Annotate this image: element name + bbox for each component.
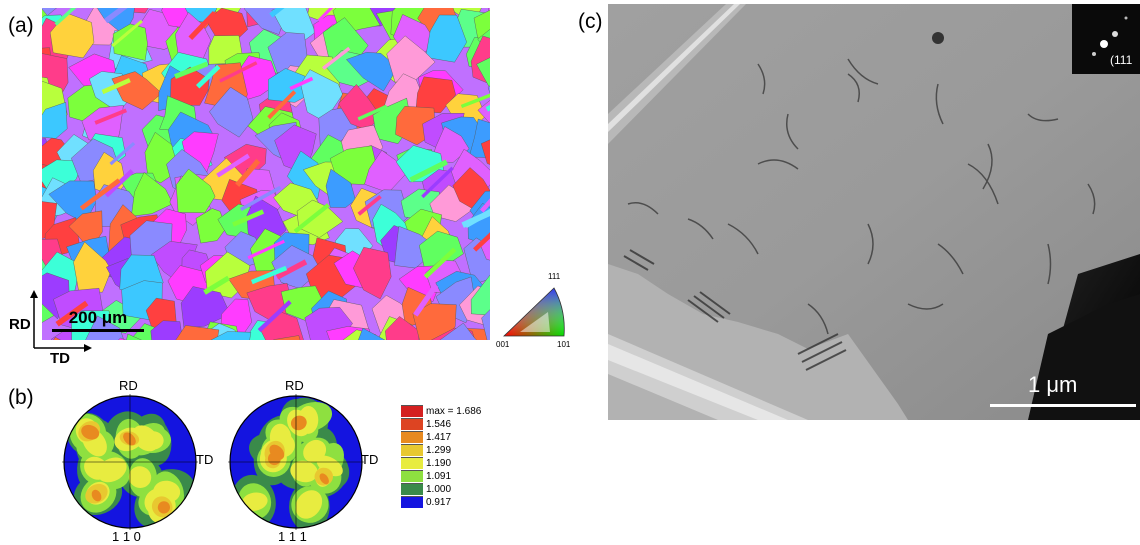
- legend-row: 1.000: [401, 483, 451, 495]
- panel-b-label: (b): [8, 386, 34, 409]
- axis-rd-label: RD: [9, 316, 31, 333]
- pole-figure-1-rd: RD: [119, 378, 138, 393]
- legend-value: 1.417: [426, 431, 452, 443]
- ipf-key-001: 001: [496, 340, 510, 349]
- scale-bar-a-text: 200 μm: [68, 308, 128, 327]
- pole-figure-111: [228, 394, 364, 530]
- legend-value: 1.091: [426, 470, 452, 482]
- legend-swatch: [401, 444, 423, 456]
- pole-figure-110: [62, 394, 198, 530]
- legend-value: max = 1.686: [426, 405, 482, 417]
- pole-figure-1-index: 1 1 0: [112, 529, 141, 544]
- legend-swatch: [401, 418, 423, 430]
- ipf-color-key: [503, 287, 565, 337]
- intensity-legend: max = 1.686 1.546 1.417 1.299 1.190 1.091 1.00…: [401, 405, 491, 515]
- legend-value: 1.190: [426, 457, 452, 469]
- legend-swatch: [401, 457, 423, 469]
- legend-row: max = 1.686: [401, 405, 481, 417]
- legend-row: 1.417: [401, 431, 451, 443]
- legend-swatch: [401, 405, 423, 417]
- legend-row: 1.299: [401, 444, 451, 456]
- legend-swatch: [401, 470, 423, 482]
- tem-image: (111 1 μm: [608, 4, 1140, 420]
- legend-value: 1.546: [426, 418, 452, 430]
- pole-figure-2-index: 1 1 1: [278, 529, 307, 544]
- panel-c-label: (c): [578, 10, 603, 33]
- ipf-key-101: 101: [557, 340, 571, 349]
- panel-a-label: (a): [8, 14, 34, 37]
- legend-value: 1.299: [426, 444, 452, 456]
- legend-swatch: [401, 496, 423, 508]
- ebsd-grain-image: [42, 8, 490, 340]
- pole-figure-1-td: TD: [196, 452, 214, 467]
- legend-row: 1.546: [401, 418, 451, 430]
- pole-figure-2-td: TD: [361, 452, 379, 467]
- legend-row: 0.917: [401, 496, 451, 508]
- legend-swatch: [401, 431, 423, 443]
- inset-label: (111: [1110, 53, 1133, 67]
- sample-axes: [30, 290, 92, 352]
- pole-figure-2-rd: RD: [285, 378, 304, 393]
- scale-bar-a: 200 μm: [52, 308, 144, 332]
- scale-bar-a-line: [52, 329, 144, 332]
- legend-value: 1.000: [426, 483, 452, 495]
- ebsd-map: 200 μm: [42, 8, 490, 340]
- axis-td-label: TD: [50, 350, 70, 367]
- legend-row: 1.190: [401, 457, 451, 469]
- legend-row: 1.091: [401, 470, 451, 482]
- ipf-key-111: 111: [548, 272, 561, 281]
- scale-bar-c-text: 1 μm: [1028, 372, 1078, 397]
- legend-swatch: [401, 483, 423, 495]
- tem-micrograph: [608, 4, 1140, 420]
- legend-value: 0.917: [426, 496, 452, 508]
